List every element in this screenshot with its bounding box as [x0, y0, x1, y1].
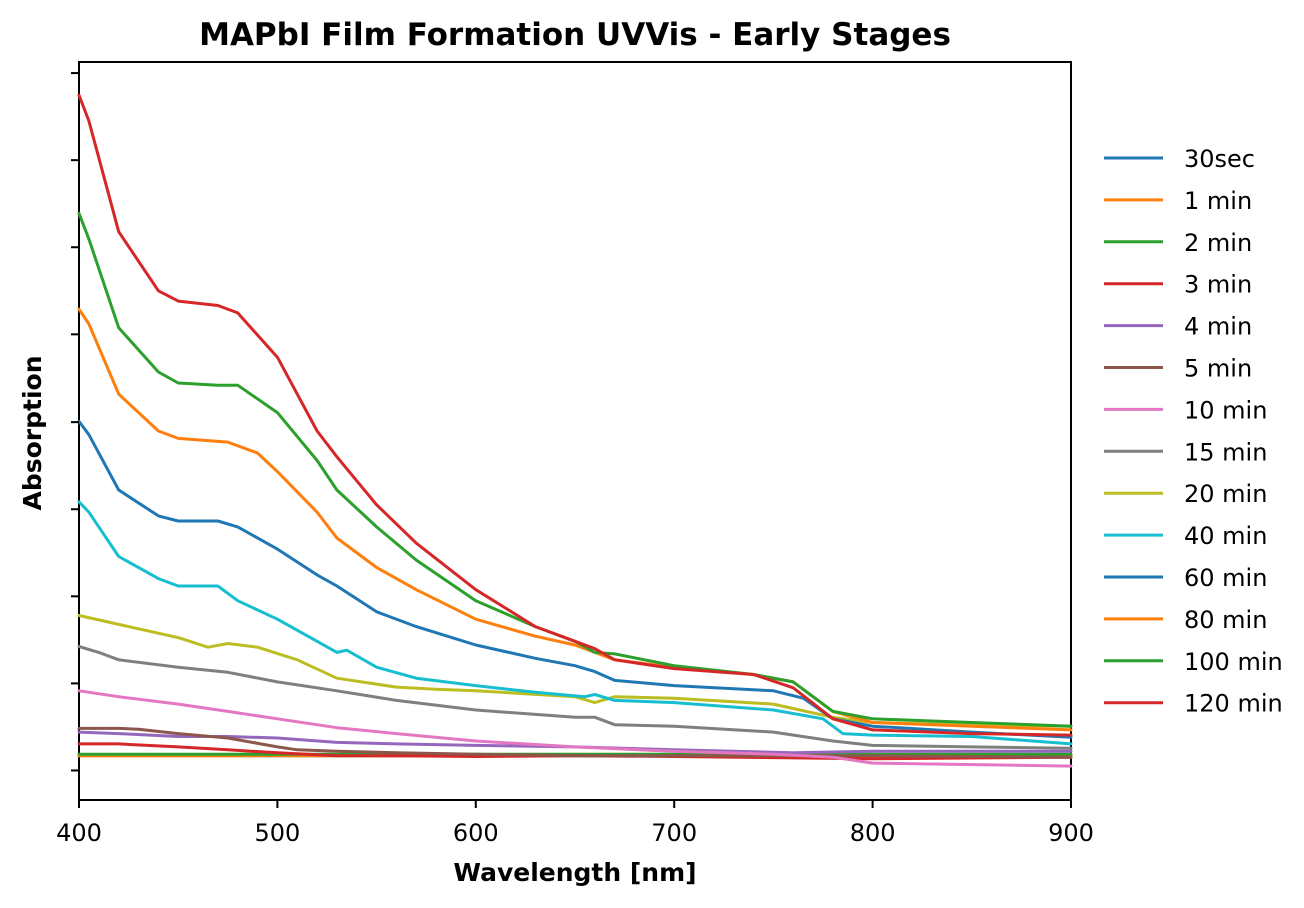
chart-title: MAPbI Film Formation UVVis - Early Stage…	[199, 17, 951, 53]
x-tick-label: 400	[56, 819, 102, 847]
legend-label: 120 min	[1184, 690, 1283, 718]
plot-frame	[78, 61, 1072, 801]
x-axis: 400 500 600 700 800 900	[56, 800, 1094, 847]
series-line-10	[77, 419, 1073, 739]
x-tick-label: 900	[1048, 819, 1094, 847]
legend-label: 60 min	[1184, 564, 1267, 592]
legend-label: 40 min	[1184, 522, 1267, 550]
legend-label: 2 min	[1184, 229, 1252, 257]
y-axis	[71, 72, 79, 772]
series-line-6	[77, 689, 1073, 768]
legend-label: 10 min	[1184, 396, 1267, 424]
x-tick-label: 500	[254, 819, 300, 847]
x-axis-label: Wavelength [nm]	[453, 858, 696, 887]
series-line-9	[77, 500, 1073, 746]
legend-label: 100 min	[1184, 648, 1283, 676]
series-line-5	[77, 726, 1073, 759]
y-axis-label: Absorption	[18, 355, 47, 510]
legend-label: 5 min	[1184, 355, 1252, 383]
legend-label: 15 min	[1184, 438, 1267, 466]
series-line-4	[77, 730, 1073, 755]
legend-label: 30sec	[1184, 145, 1255, 173]
plot-area	[77, 61, 1073, 801]
legend-label: 20 min	[1184, 480, 1267, 508]
x-tick-label: 800	[850, 819, 896, 847]
legend-label: 80 min	[1184, 606, 1267, 634]
series-line-12	[77, 211, 1073, 728]
series-line-8	[77, 614, 1073, 728]
series-line-13	[77, 93, 1073, 737]
series-line-7	[77, 645, 1073, 750]
x-tick-label: 700	[651, 819, 697, 847]
x-tick-label: 600	[453, 819, 499, 847]
legend-label: 1 min	[1184, 187, 1252, 215]
legend-label: 4 min	[1184, 313, 1252, 341]
legend: 30sec 1 min 2 min 3 min 4 min 5 min 10 min 15 m…	[1104, 145, 1283, 718]
legend-label: 3 min	[1184, 271, 1252, 299]
series-layer	[77, 93, 1073, 768]
